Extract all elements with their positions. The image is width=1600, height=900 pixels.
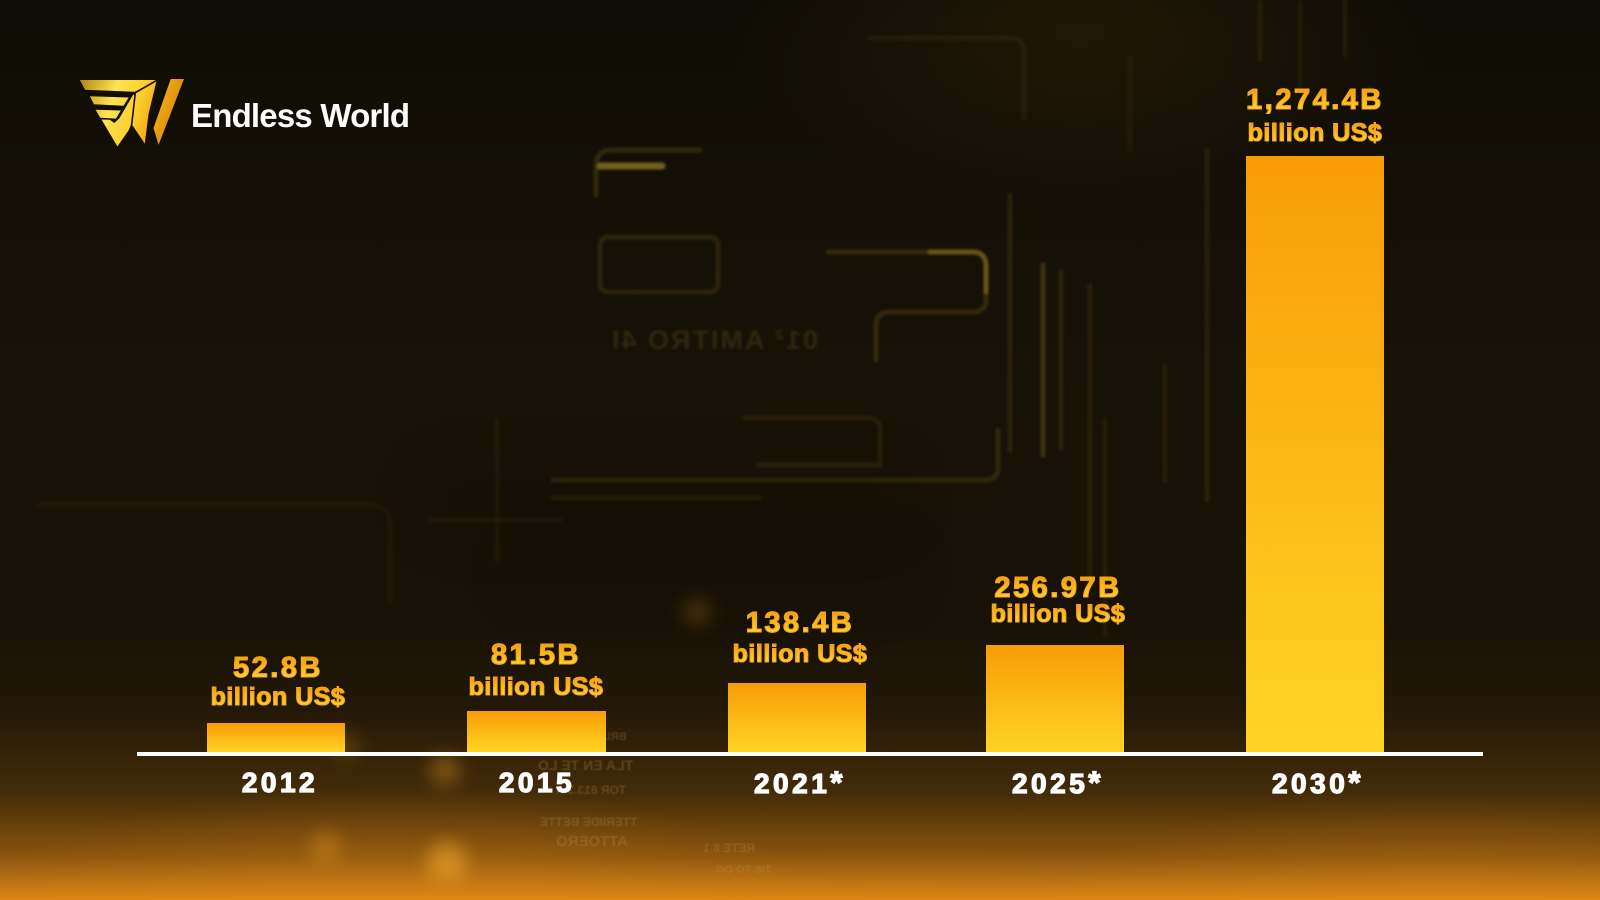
svg-text:01² AMITRO 4I: 01² AMITRO 4I bbox=[610, 325, 818, 355]
